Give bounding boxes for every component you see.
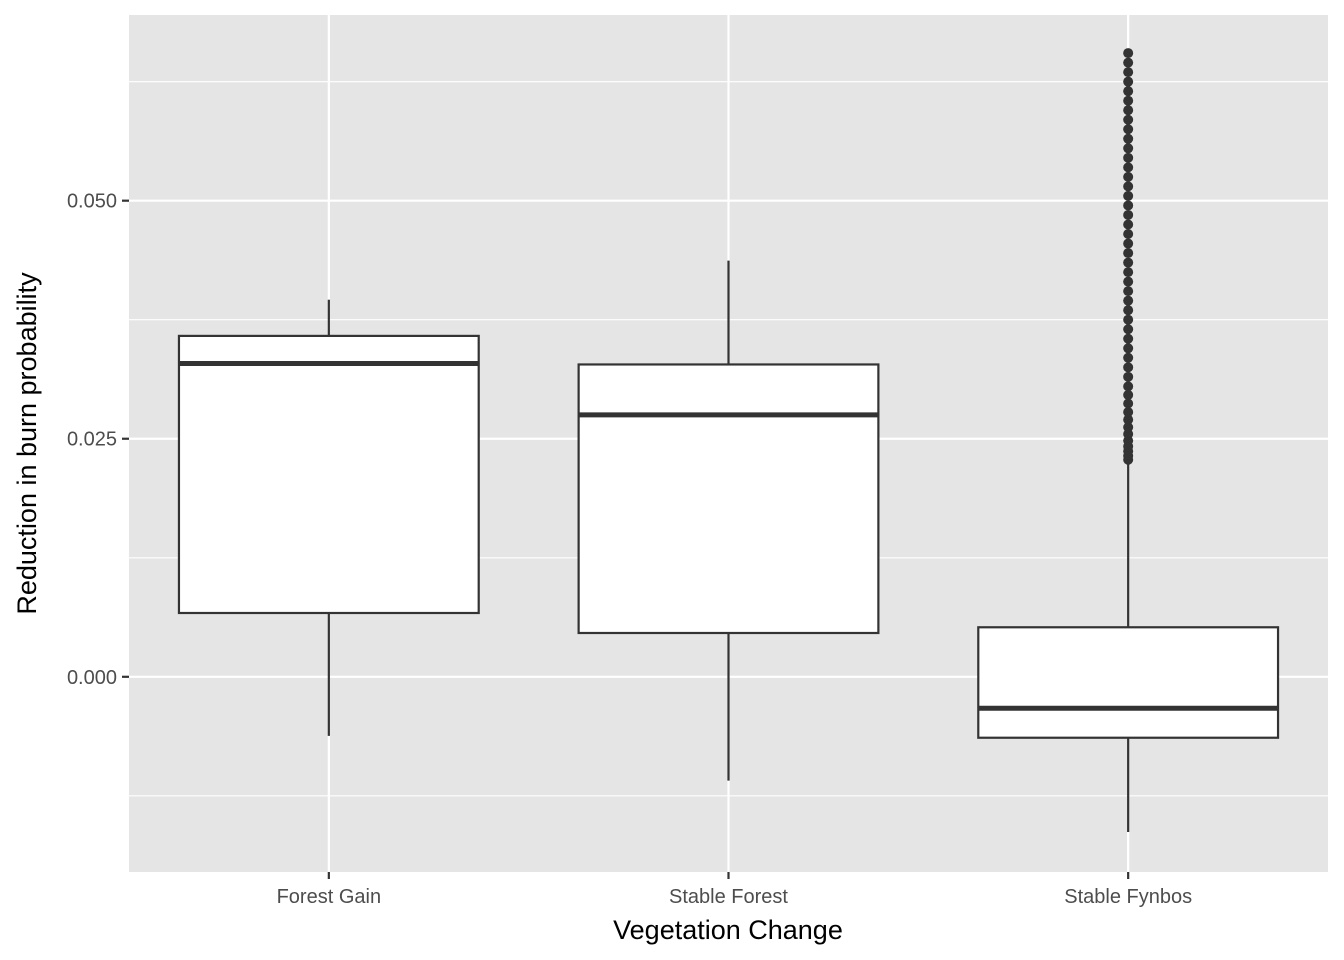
outlier-point xyxy=(1123,114,1134,125)
y-tick-label: 0.050 xyxy=(67,191,117,213)
box-forest-gain xyxy=(177,299,480,736)
outlier-point xyxy=(1123,362,1134,373)
outlier-point xyxy=(1123,143,1134,154)
outlier-point xyxy=(1123,286,1134,297)
outlier-point xyxy=(1123,257,1134,268)
x-tick-label: Stable Forest xyxy=(669,886,788,908)
outlier-point xyxy=(1123,343,1134,354)
outlier-point xyxy=(1123,398,1134,409)
outlier-point xyxy=(1123,276,1134,287)
outlier-point xyxy=(1123,381,1134,392)
outlier-point xyxy=(1123,190,1134,201)
outlier-point xyxy=(1123,229,1134,240)
outlier-point xyxy=(1123,305,1134,316)
outlier-point xyxy=(1123,295,1134,306)
boxes-layer xyxy=(177,48,1280,833)
outlier-point xyxy=(1123,352,1134,363)
outlier-point xyxy=(1123,414,1134,425)
outlier-point xyxy=(1123,67,1134,78)
outlier-point xyxy=(1123,248,1134,259)
outlier-point xyxy=(1123,333,1134,344)
outlier-point xyxy=(1123,48,1134,59)
outlier-point xyxy=(1123,57,1134,68)
outlier-point xyxy=(1123,238,1134,249)
y-tick-label: 0.025 xyxy=(67,429,117,451)
outlier-point xyxy=(1123,267,1134,278)
outlier-point xyxy=(1123,314,1134,325)
outlier-point xyxy=(1123,171,1134,182)
outlier-point xyxy=(1123,200,1134,211)
outlier-point xyxy=(1123,105,1134,116)
box-rect xyxy=(577,363,880,635)
outlier-point xyxy=(1123,422,1134,433)
outlier-point xyxy=(1123,95,1134,106)
outlier-point xyxy=(1123,209,1134,220)
axes-layer: 0.000 0.025 0.050 Forest Gain Stable Forest S… xyxy=(67,191,1192,908)
y-tick-label: 0.000 xyxy=(67,667,117,689)
outlier-point xyxy=(1123,86,1134,97)
outlier-point xyxy=(1123,133,1134,144)
x-axis-title: Vegetation Change xyxy=(613,915,843,945)
outlier-point xyxy=(1123,389,1134,400)
box-stable-fynbos xyxy=(977,48,1280,833)
outlier-point xyxy=(1123,162,1134,173)
x-tick-label: Forest Gain xyxy=(277,886,381,908)
outlier-point xyxy=(1123,76,1134,87)
outlier-point xyxy=(1123,181,1134,192)
x-tick-label: Stable Fynbos xyxy=(1064,886,1192,908)
outlier-point xyxy=(1123,124,1134,135)
box-rect xyxy=(177,334,480,615)
outlier-point xyxy=(1123,371,1134,382)
y-axis-title: Reduction in burn probability xyxy=(12,272,42,615)
box-rect xyxy=(977,626,1280,739)
box-stable-forest xyxy=(577,260,880,781)
outlier-point xyxy=(1123,407,1134,418)
outlier-point xyxy=(1123,152,1134,163)
outlier-point xyxy=(1123,324,1134,335)
outlier-point xyxy=(1123,219,1134,230)
